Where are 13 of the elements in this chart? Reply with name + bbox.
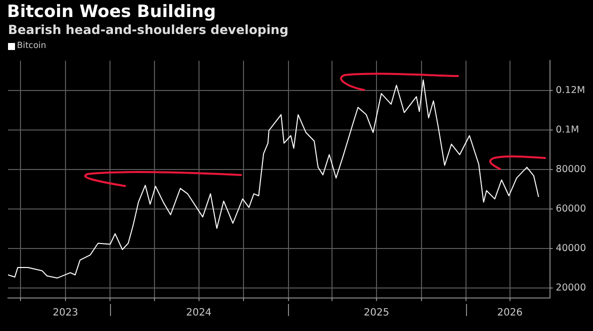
y-tick-label: 0.12M <box>556 84 586 96</box>
y-tick-label: 20000 <box>556 282 586 294</box>
chart-title: Bitcoin Woes Building <box>7 2 216 22</box>
y-tick-label: 80000 <box>556 164 586 175</box>
chart-subtitle: Bearish head-and-shoulders developing <box>8 22 288 37</box>
x-tick-label: 2025 <box>364 308 390 319</box>
legend-label: Bitcoin <box>17 41 46 51</box>
y-tick-label: 40000 <box>556 243 586 254</box>
y-tick-label: 0.1M <box>556 124 580 136</box>
y-tick-label: 60000 <box>556 203 586 214</box>
x-tick-label: 2026 <box>497 308 523 319</box>
x-tick-label: 2024 <box>186 308 212 319</box>
x-tick-label: 2023 <box>52 308 78 319</box>
